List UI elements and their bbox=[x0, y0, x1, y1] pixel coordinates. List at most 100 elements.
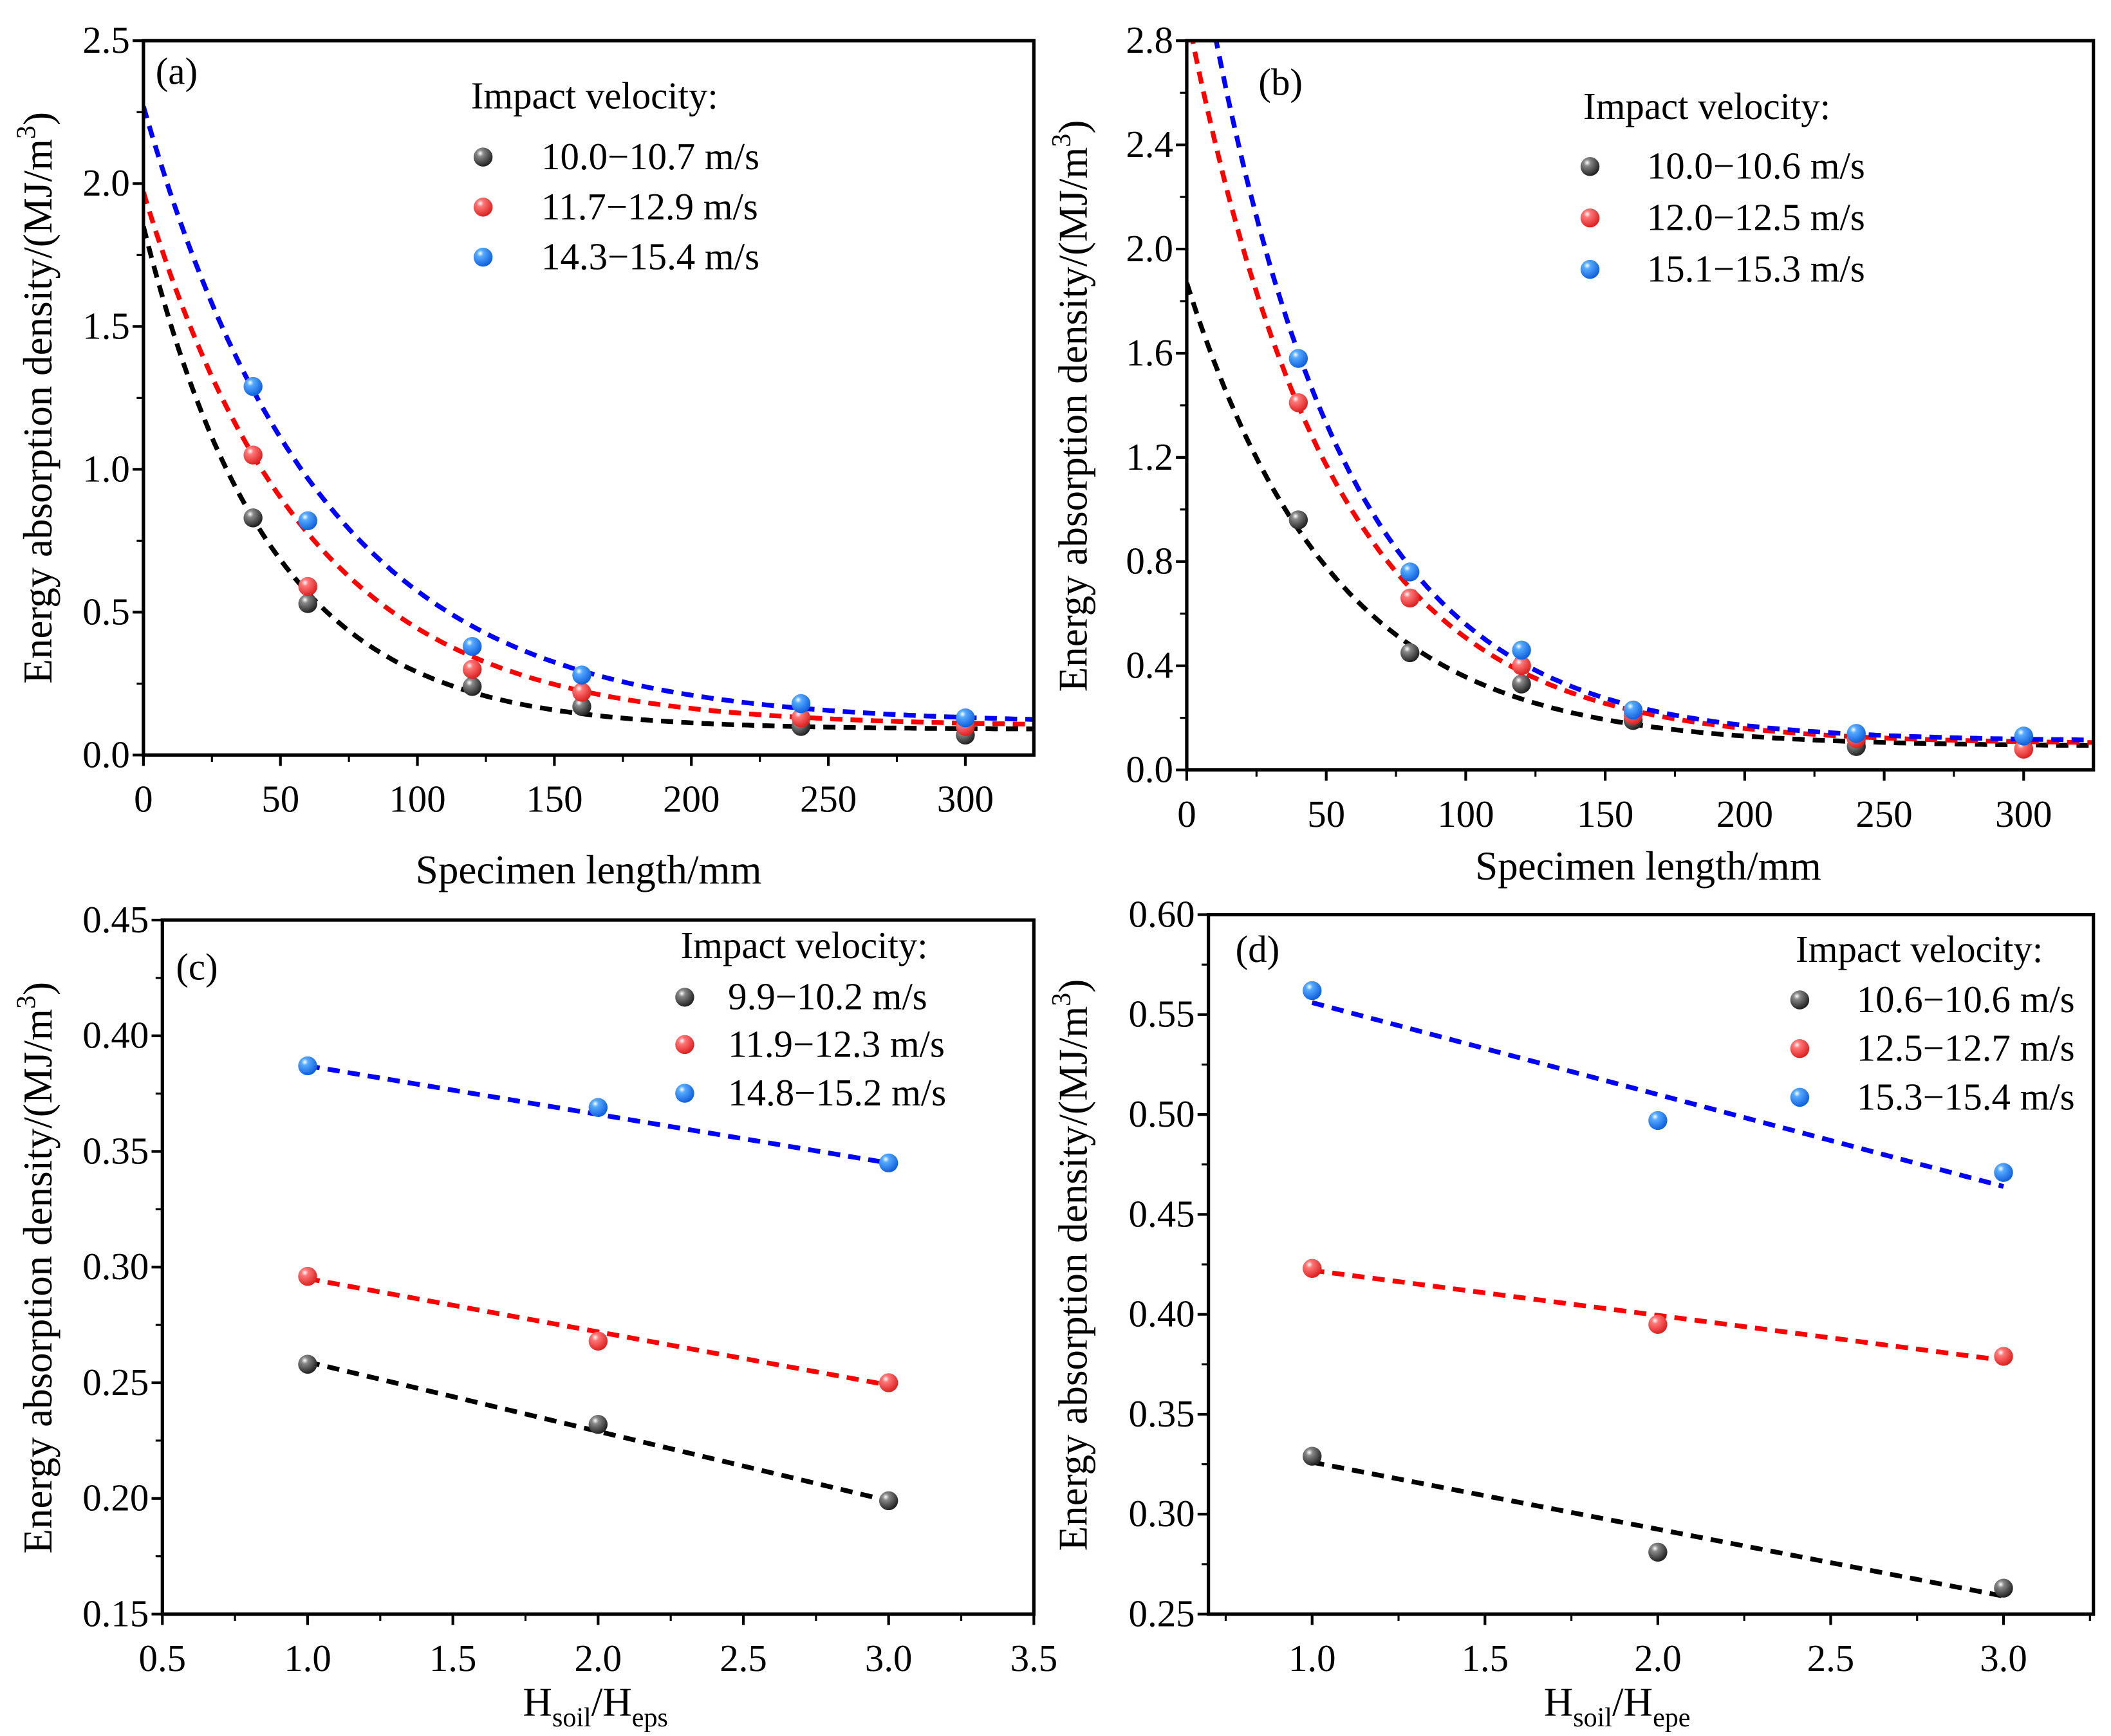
x-axis-label-sub: epe bbox=[1653, 1703, 1690, 1733]
y-tick-label: 0.55 bbox=[1129, 993, 1195, 1035]
fit-line-blue bbox=[1213, 41, 2094, 743]
data-point-black bbox=[243, 508, 263, 528]
x-axis-label-sub: soil bbox=[552, 1703, 591, 1733]
legend-marker-black bbox=[473, 147, 493, 167]
x-tick-label: 250 bbox=[800, 779, 857, 820]
x-axis-label: Specimen length/mm bbox=[416, 847, 762, 892]
legend-marker-blue bbox=[675, 1084, 694, 1103]
data-point-red bbox=[572, 683, 591, 702]
y-tick-label: 0.8 bbox=[1126, 540, 1173, 582]
x-tick-label: 100 bbox=[1437, 793, 1494, 835]
y-tick-label: 0.30 bbox=[82, 1246, 149, 1288]
y-axis-label-text: Energy absorption density/(MJ/m bbox=[15, 139, 60, 684]
data-point-blue bbox=[956, 708, 975, 728]
x-tick-label: 300 bbox=[1995, 793, 2052, 835]
y-axis-label: Energy absorption density/(MJ/m3) bbox=[12, 112, 60, 684]
x-axis-label-sub: eps bbox=[632, 1703, 668, 1733]
data-point-red bbox=[298, 577, 318, 596]
data-point-blue bbox=[1846, 724, 1866, 743]
x-tick-label: 1.5 bbox=[1462, 1638, 1509, 1679]
x-tick-label: 2.5 bbox=[720, 1638, 767, 1679]
x-axis-label-text: H bbox=[523, 1679, 552, 1724]
y-axis-label-sup: 3 bbox=[1047, 993, 1077, 1006]
y-tick-label: 0.35 bbox=[82, 1130, 149, 1172]
x-axis-label-text: Specimen length/mm bbox=[416, 847, 762, 892]
y-axis-label-text: Energy absorption density/(MJ/m bbox=[1050, 147, 1095, 692]
data-point-red bbox=[1303, 1259, 1322, 1278]
data-point-black bbox=[462, 677, 482, 696]
legend-label: 10.0−10.7 m/s bbox=[541, 136, 759, 178]
x-axis-label-mid: /H bbox=[1612, 1679, 1653, 1724]
legend-label: 10.6−10.6 m/s bbox=[1857, 979, 2075, 1020]
legend-title: Impact velocity: bbox=[471, 75, 718, 116]
legend-marker-blue bbox=[473, 247, 493, 267]
data-point-blue bbox=[1303, 981, 1322, 1001]
fit-line-black bbox=[1312, 1459, 2004, 1599]
x-axis-label: Hsoil/Hepe bbox=[1544, 1679, 1691, 1733]
x-tick-label: 0 bbox=[134, 779, 153, 820]
y-axis-label-close: ) bbox=[15, 982, 60, 995]
data-point-black bbox=[879, 1491, 898, 1511]
data-point-blue bbox=[298, 511, 318, 531]
data-point-blue bbox=[1648, 1111, 1668, 1131]
legend-label: 15.3−15.4 m/s bbox=[1857, 1076, 2075, 1118]
legend-marker-black bbox=[1580, 157, 1600, 176]
y-tick-label: 0.25 bbox=[1129, 1593, 1195, 1634]
x-tick-label: 2.0 bbox=[575, 1638, 622, 1679]
data-point-blue bbox=[1288, 349, 1308, 368]
x-tick-label: 50 bbox=[1307, 793, 1345, 835]
y-tick-label: 1.2 bbox=[1126, 436, 1173, 478]
y-tick-label: 0.5 bbox=[82, 591, 130, 633]
x-tick-label: 1.0 bbox=[284, 1638, 331, 1679]
data-point-red bbox=[791, 708, 811, 728]
y-tick-label: 0.45 bbox=[1129, 1193, 1195, 1235]
legend-label: 10.0−10.6 m/s bbox=[1647, 145, 1865, 187]
y-tick-label: 0.40 bbox=[1129, 1293, 1195, 1335]
x-tick-label: 2.5 bbox=[1807, 1638, 1855, 1679]
y-tick-label: 2.0 bbox=[1126, 228, 1173, 270]
plot-frame bbox=[1206, 912, 2096, 1616]
y-axis-label: Energy absorption density/(MJ/m3) bbox=[1047, 120, 1095, 692]
y-axis-label-sup: 3 bbox=[12, 995, 42, 1009]
legend-label: 9.9−10.2 m/s bbox=[728, 976, 927, 1018]
legend-label: 11.9−12.3 m/s bbox=[728, 1023, 945, 1065]
x-axis-label-text: H bbox=[1544, 1679, 1574, 1724]
legend-marker-red bbox=[675, 1035, 694, 1055]
x-tick-label: 3.5 bbox=[1010, 1638, 1058, 1679]
x-tick-label: 0 bbox=[1177, 793, 1196, 835]
panel-label: (d) bbox=[1236, 928, 1280, 970]
x-tick-label: 3.0 bbox=[1980, 1638, 2027, 1679]
legend-title: Impact velocity: bbox=[1796, 928, 2043, 970]
y-tick-label: 0.20 bbox=[82, 1477, 149, 1519]
data-point-red bbox=[1288, 393, 1308, 412]
data-point-red bbox=[879, 1373, 898, 1392]
legend-marker-black bbox=[1790, 990, 1810, 1010]
x-tick-label: 1.0 bbox=[1288, 1638, 1336, 1679]
plot-frame bbox=[142, 39, 1036, 757]
legend-label: 14.3−15.4 m/s bbox=[541, 236, 759, 278]
legend: Impact velocity: 10.0−10.7 m/s 11.7−12.9 m… bbox=[471, 75, 759, 277]
y-axis-label-close: ) bbox=[1050, 979, 1095, 993]
x-axis-label: Hsoil/Heps bbox=[523, 1679, 667, 1733]
data-point-blue bbox=[243, 376, 263, 396]
legend-label: 12.5−12.7 m/s bbox=[1857, 1028, 2075, 1069]
panel-label: (c) bbox=[176, 946, 218, 988]
y-axis-label-sup: 3 bbox=[12, 125, 42, 139]
data-point-blue bbox=[1623, 700, 1643, 720]
x-tick-label: 250 bbox=[1855, 793, 1912, 835]
y-tick-label: 0.30 bbox=[1129, 1493, 1195, 1535]
data-point-blue bbox=[1512, 640, 1531, 660]
fit-line-blue bbox=[1311, 1000, 2004, 1189]
data-point-blue bbox=[462, 636, 482, 656]
y-axis-label-sup: 3 bbox=[1047, 134, 1077, 147]
y-tick-label: 0.0 bbox=[82, 734, 130, 775]
plot-frame bbox=[160, 918, 1036, 1616]
panel-label: (a) bbox=[156, 51, 198, 93]
x-tick-label: 200 bbox=[1716, 793, 1773, 835]
data-point-blue bbox=[588, 1098, 608, 1117]
legend: Impact velocity: 10.0−10.6 m/s 12.0−12.5 m… bbox=[1580, 86, 1865, 290]
data-point-black bbox=[1512, 674, 1531, 694]
y-tick-label: 2.4 bbox=[1126, 124, 1173, 165]
x-tick-label: 200 bbox=[663, 779, 720, 820]
panel-label: (b) bbox=[1258, 61, 1303, 103]
